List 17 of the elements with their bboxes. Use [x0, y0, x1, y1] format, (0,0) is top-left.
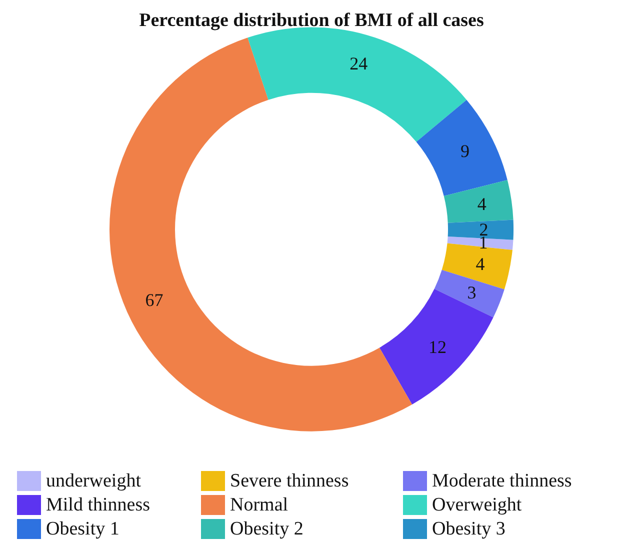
- data-label: 9: [460, 141, 470, 162]
- legend-label: Normal: [230, 494, 288, 516]
- data-label: 4: [477, 194, 486, 214]
- data-label: 3: [467, 282, 476, 303]
- data-label: 12: [428, 336, 446, 357]
- data-label: 4: [476, 254, 485, 274]
- legend-label: Mild thinness: [46, 494, 150, 516]
- legend-label: Severe thinness: [230, 470, 349, 492]
- legend-label: Moderate thinness: [432, 470, 572, 492]
- legend-label: Obesity 3: [432, 518, 506, 540]
- data-label: 67: [145, 290, 164, 310]
- data-label: 24: [350, 54, 368, 74]
- legend-label: underweight: [46, 470, 142, 492]
- legend-label: Obesity 1: [46, 518, 120, 540]
- chart-title: Percentage distribution of BMI of all cases: [139, 10, 484, 31]
- legend-label: Obesity 2: [230, 518, 304, 540]
- legend-label: Overweight: [432, 494, 522, 516]
